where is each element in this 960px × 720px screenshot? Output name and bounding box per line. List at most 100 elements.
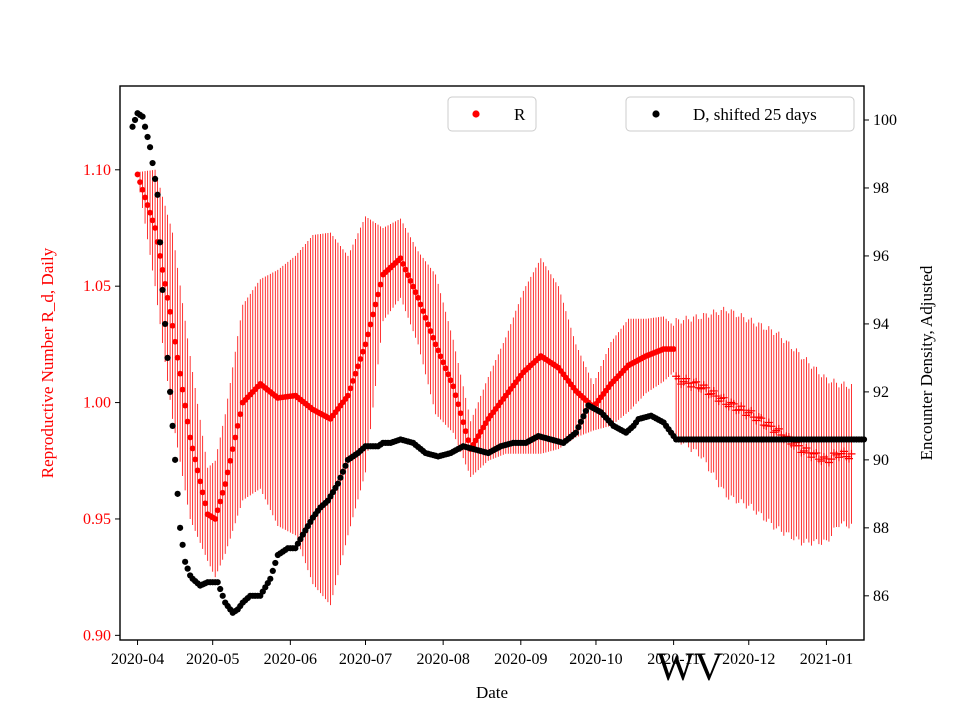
r-point [199, 489, 206, 496]
d-point [572, 429, 580, 436]
d-point [139, 113, 146, 120]
r-point [237, 411, 244, 418]
r-point [184, 418, 191, 425]
r-point [370, 311, 376, 318]
r-point [377, 281, 384, 288]
r-point [440, 359, 447, 366]
y-right-tick-label: 88 [873, 520, 889, 537]
r-point [159, 266, 166, 273]
r-point [472, 437, 479, 444]
r-point [172, 338, 179, 345]
r-point [477, 428, 484, 435]
d-point [342, 462, 349, 469]
r-point [162, 280, 168, 287]
r-point [144, 202, 151, 208]
d-point [129, 123, 136, 130]
x-tick-label: 2020-08 [416, 651, 469, 668]
r-point [422, 314, 429, 321]
d-point [151, 175, 159, 182]
r-point [217, 498, 224, 505]
x-tick-label: 2020-11 [647, 651, 700, 668]
d-point [144, 133, 151, 141]
r-point [139, 186, 146, 193]
d-point [294, 540, 301, 547]
ticks-layer: 2020-04 2020-05 2020-06 2020-07 2020-08 2020-… [83, 112, 897, 668]
d-point [272, 559, 279, 567]
r-point [447, 377, 454, 384]
r-point [360, 348, 366, 355]
r-point [147, 209, 153, 216]
d-point [219, 592, 226, 599]
r-point [350, 378, 356, 384]
r-point [442, 365, 449, 372]
r-point [425, 321, 432, 328]
series-r-projected [672, 306, 856, 546]
r-point [169, 322, 176, 329]
d-point [577, 418, 585, 425]
legend-d-label: D, shifted 25 days [693, 105, 817, 124]
d-point [164, 354, 171, 362]
r-point [437, 353, 444, 360]
r-point [187, 434, 194, 441]
d-point [217, 585, 224, 593]
r-point [192, 456, 199, 463]
r-point [227, 457, 234, 464]
r-point [362, 341, 369, 348]
r-point [142, 194, 148, 201]
r-point [457, 410, 464, 417]
series-d [129, 110, 868, 616]
d-point [182, 558, 189, 565]
r-point [405, 272, 411, 279]
r-point [465, 437, 472, 444]
r-point [412, 289, 419, 296]
y-right-tick-label: 96 [873, 248, 889, 265]
legend-d-marker [652, 110, 660, 118]
legend-r: R [447, 96, 537, 132]
y-left-tick-label: 0.90 [83, 627, 111, 644]
y-right-tick-label: 94 [873, 316, 889, 333]
d-point [167, 388, 174, 395]
d-point [184, 565, 191, 572]
r-point [375, 291, 381, 298]
x-tick-label: 2020-09 [494, 651, 547, 668]
r-point [415, 294, 422, 301]
r-point [372, 301, 379, 308]
r-point [194, 467, 201, 474]
y-left-tick-label: 1.10 [83, 162, 111, 179]
r-point [234, 422, 241, 429]
r-point [174, 354, 181, 361]
r-point [480, 424, 487, 431]
r-point [397, 255, 404, 262]
d-point [179, 541, 186, 548]
x-tick-label: 2020-05 [186, 651, 239, 668]
r-point [435, 347, 442, 354]
r-projected-point [847, 449, 856, 458]
r-point [157, 253, 163, 259]
y-left-tick-label: 1.00 [83, 395, 111, 412]
r-point [197, 478, 204, 485]
y-right-tick-label: 90 [873, 452, 889, 469]
d-point [269, 567, 276, 574]
d-point [334, 480, 342, 487]
r-point [149, 217, 156, 224]
r-point [427, 328, 434, 334]
r-point [367, 321, 374, 328]
r-point [222, 481, 229, 487]
r-point [482, 420, 489, 427]
r-point [475, 433, 482, 440]
d-point [156, 239, 164, 246]
r-point [177, 370, 184, 377]
x-tick-label: 2020-06 [264, 651, 317, 668]
d-point [146, 144, 154, 151]
r-point [460, 419, 467, 426]
d-point [141, 123, 149, 130]
r-point [420, 308, 427, 315]
x-tick-label: 2021-01 [800, 651, 853, 668]
d-point [214, 579, 221, 586]
r-point [152, 225, 158, 231]
d-point [582, 407, 590, 415]
legend-r-box [447, 96, 537, 132]
plot-frame [119, 85, 865, 641]
legend-r-marker [472, 110, 480, 118]
